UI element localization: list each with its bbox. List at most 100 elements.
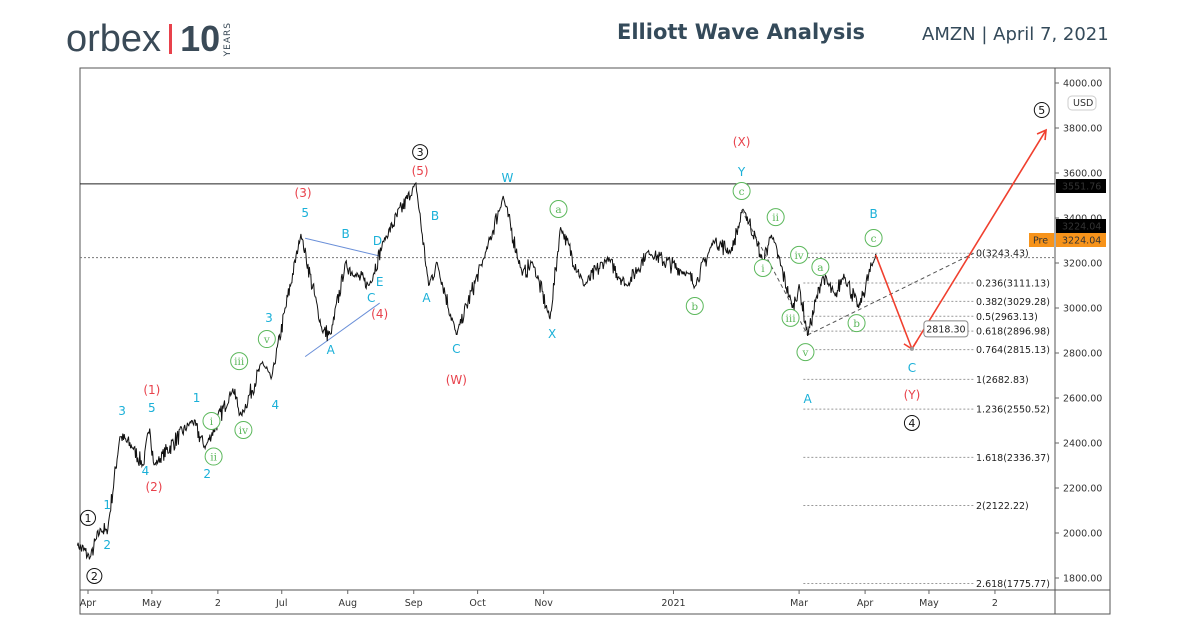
wave-label-circle (202, 411, 221, 430)
wave-label-intermediate: (X) (733, 135, 751, 149)
orbex-logo: orbex 10 YEARS (66, 20, 233, 58)
wave-label-circle (234, 420, 253, 439)
wave-label: iv (234, 420, 253, 439)
wave-label-circle (1033, 102, 1050, 118)
wave-label: (5) (412, 164, 429, 178)
wave-label-circle (412, 144, 429, 161)
y-tick-label: 2000.00 (1063, 529, 1102, 540)
wave-label-minor: E (376, 275, 384, 289)
price-badge-value: 3551.76 (1062, 182, 1101, 193)
fib-level-label: 0.236(3111.13) (976, 278, 1050, 289)
wave-label: (2) (145, 480, 162, 494)
wave-label-minor: 1 (103, 498, 111, 512)
fib-level-label: 0.5(2963.13) (976, 312, 1038, 323)
wave-label: (1) (143, 383, 160, 397)
target-callout-label: 2818.30 (926, 324, 965, 335)
triangle-line (304, 302, 380, 358)
wave-label: ii (766, 208, 785, 227)
wave-label: A (803, 392, 812, 406)
fib-level-label: 2(2122.22) (976, 501, 1029, 512)
wave-label-minute: iii (786, 313, 797, 325)
wave-label-minor: A (422, 291, 431, 305)
wave-label-minute: b (853, 318, 860, 330)
wave-label-minor: 3 (118, 404, 126, 418)
wave-label-minor: X (548, 327, 556, 341)
wave-label-intermediate: (W) (446, 373, 467, 387)
fib-level-label: 1.618(2336.37) (976, 453, 1050, 464)
wave-label: 5 (301, 206, 309, 220)
wave-label: (X) (733, 135, 751, 149)
y-tick-label: 3000.00 (1063, 304, 1102, 315)
fib-level-label: 0(3243.43) (976, 249, 1029, 260)
wave-label: 1 (80, 509, 96, 526)
wave-label-minor: C (908, 361, 916, 375)
wave-label-minor: B (869, 207, 877, 221)
x-tick-label: Apr (857, 598, 874, 609)
x-tick-label: 2 (992, 598, 998, 609)
y-tick-label: 2200.00 (1063, 484, 1102, 495)
wave-label-minor: C (367, 291, 375, 305)
fib-level-label: 0.764(2815.13) (976, 345, 1050, 356)
wave-label: 2 (203, 467, 211, 481)
wave-label-minor: A (803, 392, 812, 406)
x-tick-label: Jul (275, 598, 287, 609)
wave-label-circle (753, 258, 772, 277)
wave-label-minor: C (452, 342, 460, 356)
wave-label: X (548, 327, 556, 341)
wave-label-circle (790, 245, 809, 264)
wave-label-minor: 4 (272, 398, 280, 412)
wave-label-primary: 3 (417, 146, 424, 159)
wave-label: 5 (148, 401, 156, 415)
wave-label-minute: c (739, 186, 745, 198)
wave-label-minor: 4 (142, 464, 150, 478)
projection-arrowhead (1036, 128, 1047, 141)
wave-label-minor: 2 (103, 538, 111, 552)
wave-label-minute: iv (794, 250, 803, 262)
target-callout-box (923, 320, 969, 338)
wave-label-circle (549, 200, 568, 218)
trend-line (741, 209, 809, 336)
x-tick-label: Nov (534, 598, 553, 609)
wave-label-circle (903, 414, 920, 431)
wave-label-circle (781, 308, 800, 327)
wave-label-minor: 1 (193, 391, 201, 405)
wave-label: b (685, 296, 704, 315)
wave-label: 3 (265, 311, 273, 325)
triangle-line (305, 237, 380, 257)
wave-label: C (908, 361, 916, 375)
wave-label: W (501, 171, 513, 185)
fib-level-label: 0.382(3029.28) (976, 297, 1050, 308)
wave-label-minor: 5 (148, 401, 156, 415)
wave-label-minor: 5 (301, 206, 309, 220)
price-series (76, 181, 879, 560)
wave-label-primary: 2 (91, 570, 98, 583)
x-tick-label: Apr (80, 598, 97, 609)
wave-label: v (796, 343, 815, 362)
currency-label: USD (1073, 98, 1093, 109)
wave-label-intermediate: (Y) (904, 388, 921, 402)
wave-label: 4 (272, 398, 280, 412)
wave-label: iii (781, 308, 800, 327)
wave-label-minute: i (210, 416, 214, 428)
wave-label: (Y) (904, 388, 921, 402)
fib-level-label: 2.618(1775.77) (976, 579, 1050, 590)
wave-label-circle (230, 352, 249, 371)
wave-label-intermediate: (2) (145, 480, 162, 494)
wave-label-minute: iii (234, 356, 245, 368)
wave-label-minor: B (341, 227, 349, 241)
logo-ten: 10 (180, 18, 221, 59)
wave-label-minute: b (691, 301, 698, 313)
wave-label-minute: ii (210, 452, 217, 464)
wave-label: A (327, 343, 336, 357)
wave-label: b (847, 314, 866, 333)
chart-frame (79, 67, 1111, 615)
wave-label: Y (737, 165, 746, 179)
wave-label: iii (230, 352, 249, 371)
logo-divider (169, 24, 173, 54)
wave-label-primary: 4 (908, 417, 915, 430)
y-tick-label: 4000.00 (1063, 79, 1102, 90)
x-tick-label: May (919, 598, 939, 609)
wave-label-minor: 3 (265, 311, 273, 325)
wave-label-circle (204, 447, 223, 466)
